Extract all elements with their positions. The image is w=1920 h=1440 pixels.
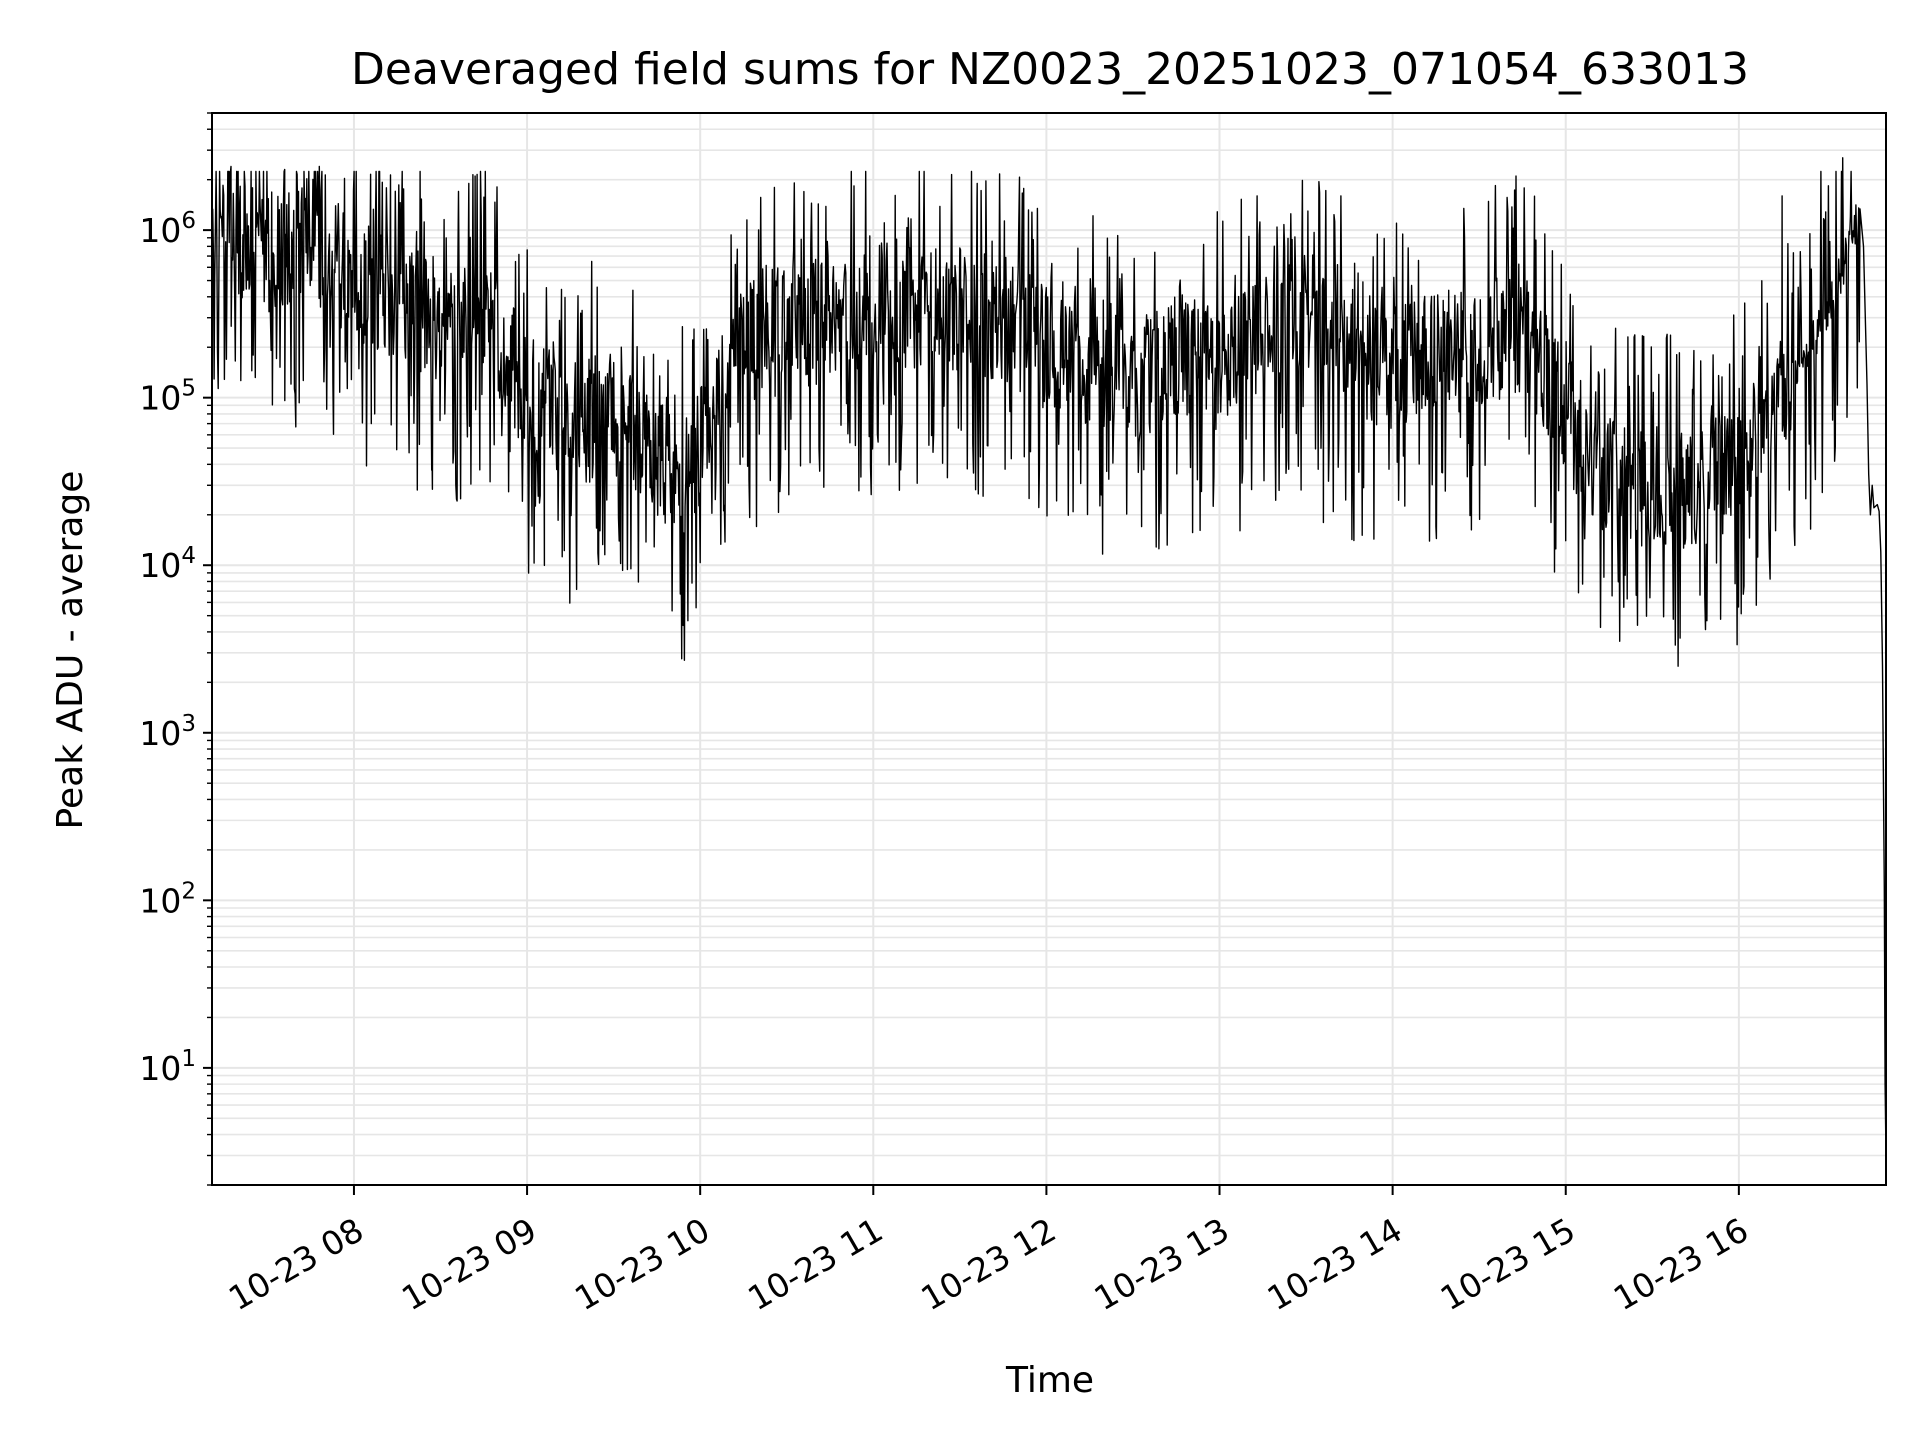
plot-frame (211, 112, 1887, 1186)
data-series-line (211, 157, 1887, 1156)
y-axis-label: Peak ADU - average (50, 471, 91, 830)
y-tick-label: 106 (139, 208, 196, 250)
y-tick-label: 105 (139, 376, 196, 418)
y-tick-label: 104 (139, 543, 196, 585)
x-axis-label: Time (1005, 1360, 1094, 1401)
y-tick-label: 103 (139, 711, 196, 753)
y-tick-label: 101 (139, 1046, 196, 1088)
y-tick-label: 102 (139, 878, 196, 920)
chart-title: Deaveraged field sums for NZ0023_2025102… (351, 44, 1749, 95)
